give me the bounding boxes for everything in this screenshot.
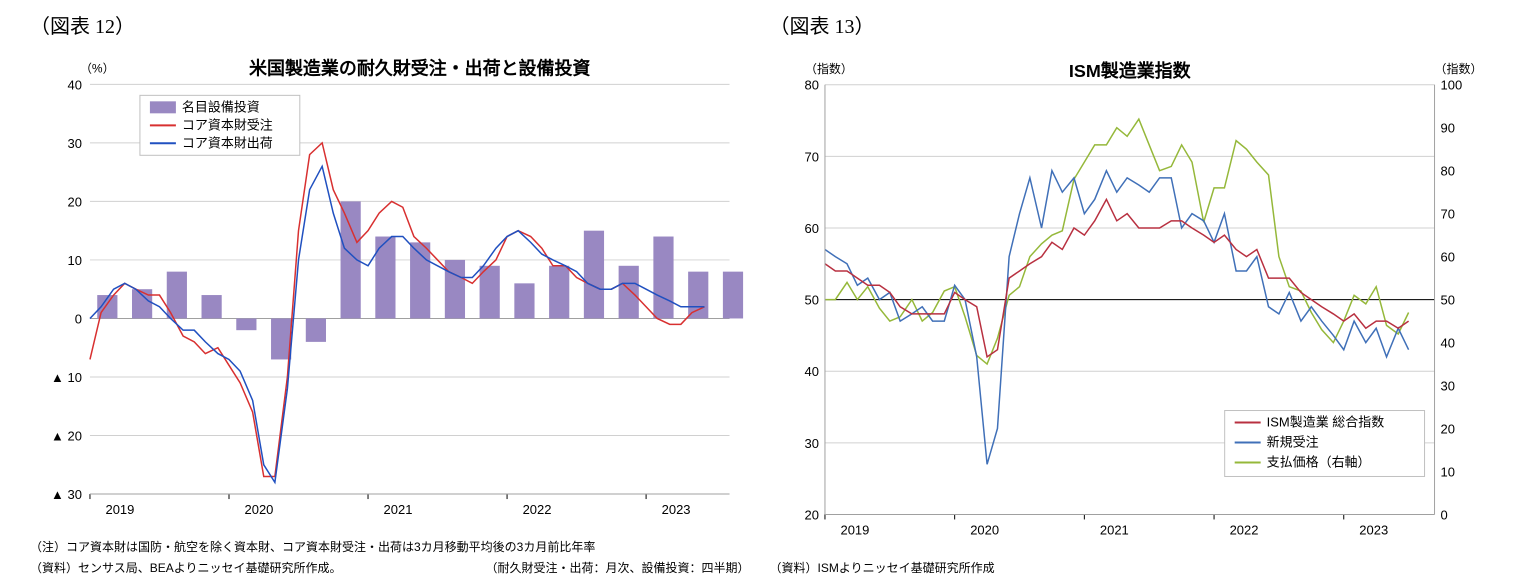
svg-text:60: 60: [804, 221, 818, 236]
svg-text:10: 10: [68, 253, 82, 268]
svg-text:2022: 2022: [1229, 522, 1258, 537]
chart-12: （%） 米国製造業の耐久財受注・出荷と設備投資 ▲ 30 ▲ 20 ▲ 10 0 10 20 3…: [30, 43, 750, 535]
svg-text:20: 20: [1440, 422, 1454, 437]
svg-text:40: 40: [68, 77, 82, 92]
svg-text:2020: 2020: [245, 502, 274, 517]
svg-text:20: 20: [68, 194, 82, 209]
chart-13: （指数） （指数） ISM製造業指数 20 30 40 50 60 70 80 0 10 20 30 40 5…: [770, 43, 1490, 556]
svg-text:名目設備投資: 名目設備投資: [182, 99, 260, 114]
svg-text:60: 60: [1440, 250, 1454, 265]
figure-label-13: （図表 13）: [770, 10, 1490, 39]
chart-12-note2: （資料）センサス局、BEAよりニッセイ基礎研究所作成。 （耐久財受注・出荷：月次…: [30, 560, 750, 577]
chart-12-note1: （注）コア資本財は国防・航空を除く資本財、コア資本財受注・出荷は3カ月移動平均後…: [30, 539, 750, 556]
svg-text:2019: 2019: [840, 522, 869, 537]
svg-text:30: 30: [804, 436, 818, 451]
svg-text:70: 70: [804, 149, 818, 164]
svg-text:0: 0: [75, 311, 82, 326]
svg-text:▲ 20: ▲ 20: [51, 429, 82, 444]
chart-12-source: （資料）センサス局、BEAよりニッセイ基礎研究所作成。: [30, 560, 342, 577]
svg-text:米国製造業の耐久財受注・出荷と設備投資: 米国製造業の耐久財受注・出荷と設備投資: [249, 57, 590, 78]
svg-text:ISM製造業 総合指数: ISM製造業 総合指数: [1266, 415, 1384, 430]
left-panel: （図表 12） （%） 米国製造業の耐久財受注・出荷と設備投資 ▲ 30 ▲ 20 ▲ …: [20, 10, 760, 577]
svg-text:▲ 30: ▲ 30: [51, 487, 82, 502]
svg-text:▲ 10: ▲ 10: [51, 370, 82, 385]
svg-text:2022: 2022: [523, 502, 552, 517]
chart-12-freq: （耐久財受注・出荷：月次、設備投資：四半期）: [485, 560, 749, 577]
svg-text:70: 70: [1440, 207, 1454, 222]
svg-text:コア資本財受注: コア資本財受注: [182, 117, 273, 132]
svg-text:（指数）: （指数）: [804, 61, 852, 76]
svg-text:80: 80: [1440, 164, 1454, 179]
right-panel: （図表 13） （指数） （指数） ISM製造業指数 20 30 40 50 60 70 80 0 1…: [760, 10, 1500, 577]
svg-text:2019: 2019: [105, 502, 134, 517]
svg-text:2021: 2021: [384, 502, 413, 517]
svg-text:50: 50: [804, 293, 818, 308]
svg-text:80: 80: [804, 78, 818, 93]
svg-text:30: 30: [1440, 379, 1454, 394]
svg-text:コア資本財出荷: コア資本財出荷: [182, 135, 273, 150]
svg-text:新規受注: 新規受注: [1266, 434, 1318, 449]
svg-text:2023: 2023: [662, 502, 691, 517]
svg-text:30: 30: [68, 136, 82, 151]
svg-text:2020: 2020: [970, 522, 999, 537]
svg-text:100: 100: [1440, 78, 1462, 93]
figure-label-12: （図表 12）: [30, 10, 750, 39]
svg-text:90: 90: [1440, 121, 1454, 136]
svg-text:10: 10: [1440, 464, 1454, 479]
svg-text:0: 0: [1440, 507, 1447, 522]
svg-text:50: 50: [1440, 293, 1454, 308]
svg-text:2023: 2023: [1359, 522, 1388, 537]
svg-text:ISM製造業指数: ISM製造業指数: [1068, 60, 1191, 81]
svg-text:支払価格（右軸）: 支払価格（右軸）: [1266, 454, 1370, 469]
svg-text:（指数）: （指数）: [1434, 61, 1482, 76]
svg-text:40: 40: [804, 364, 818, 379]
svg-text:40: 40: [1440, 336, 1454, 351]
svg-text:（%）: （%）: [80, 61, 115, 75]
svg-text:2021: 2021: [1099, 522, 1128, 537]
svg-text:20: 20: [804, 507, 818, 522]
chart-13-source: （資料）ISMよりニッセイ基礎研究所作成: [770, 560, 1490, 577]
